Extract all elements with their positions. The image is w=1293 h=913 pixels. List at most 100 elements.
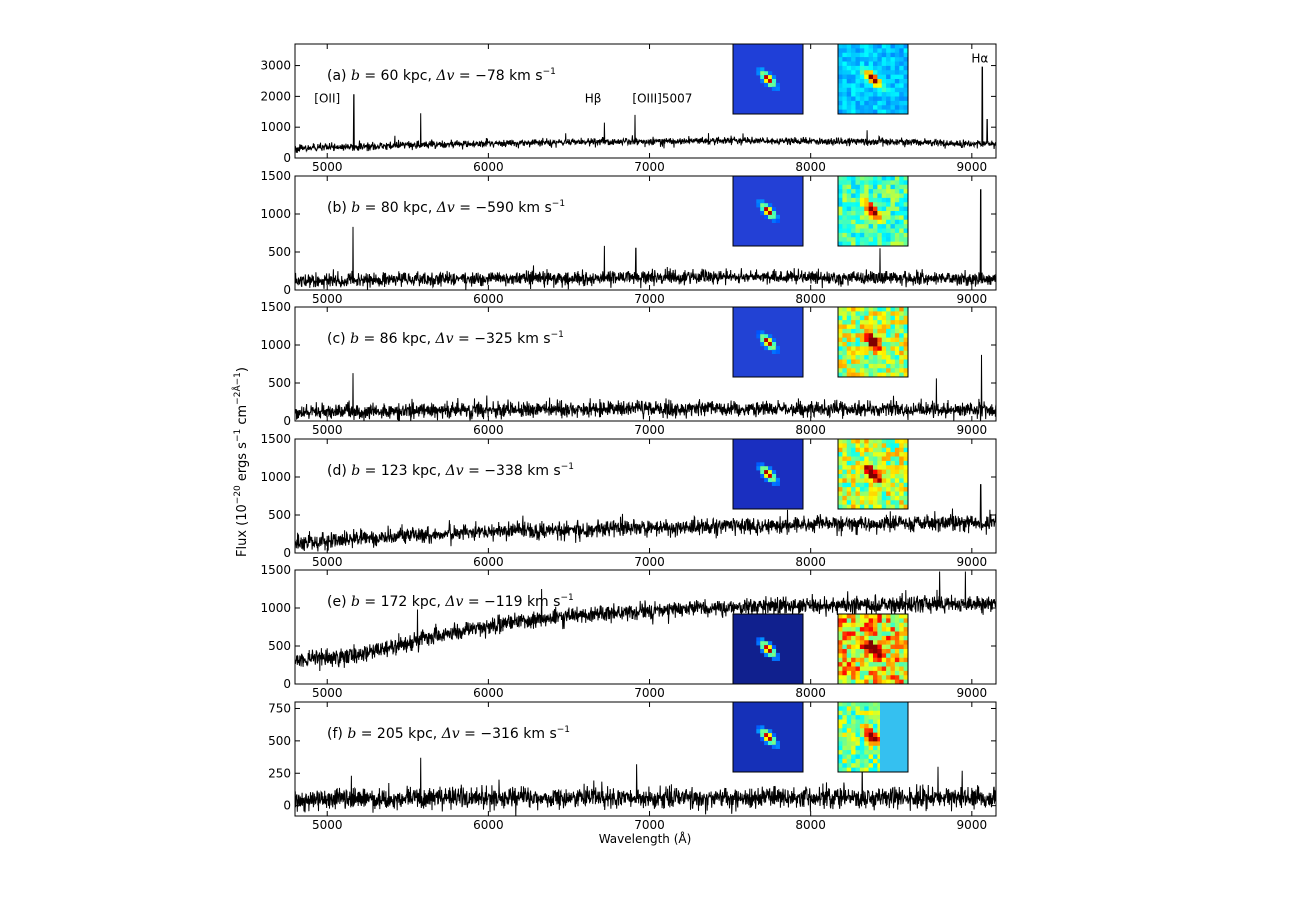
thumbnail-pixel [846, 237, 852, 242]
thumbnail-pixel [877, 232, 883, 238]
thumbnail-pixel [873, 443, 878, 449]
thumbnail-pixel [877, 737, 883, 742]
thumbnail-pixel [764, 740, 769, 746]
thumbnail-pixel [899, 189, 904, 194]
thumbnail-pixel [846, 328, 852, 334]
y-tick-label: 250 [268, 766, 291, 780]
thumbnail-pixel [855, 79, 861, 84]
thumbnail-pixel [868, 215, 874, 221]
y-tick-label: 1500 [260, 169, 291, 183]
thumbnail-pixel [851, 443, 856, 449]
thumbnail-pixel [890, 355, 896, 360]
thumbnail-pixel [894, 443, 900, 449]
thumbnail-pixel [890, 237, 896, 242]
thumbnail-pixel [842, 215, 848, 221]
x-tick-label: 6000 [473, 160, 504, 174]
thumbnail-pixel [868, 52, 874, 58]
thumbnail-pixel [873, 715, 878, 720]
thumbnail-pixel [881, 232, 887, 238]
thumbnail-pixel [846, 342, 852, 347]
thumbnail-pixel [890, 241, 896, 247]
thumbnail-pixel [894, 197, 900, 203]
thumbnail-pixel [877, 504, 883, 510]
thumbnail-pixel [855, 48, 861, 54]
y-tick-label: 1000 [260, 207, 291, 221]
thumbnail-pixel [873, 679, 878, 685]
thumbnail-pixel [877, 355, 883, 360]
thumbnail-pixel [881, 456, 887, 462]
thumbnail-pixel [859, 105, 865, 110]
thumbnail-pixel [864, 184, 869, 190]
thumbnail-pixel [881, 500, 887, 505]
thumbnail-pixel [846, 640, 852, 645]
thumbnail-pixel [877, 184, 883, 190]
thumbnail-pixel [864, 465, 869, 470]
thumbnail-pixel [890, 100, 896, 106]
thumbnail-pixel [846, 631, 852, 637]
thumbnail-pixel [859, 320, 865, 325]
thumbnail-pixel [838, 342, 843, 347]
thumbnail-pixel [886, 662, 891, 667]
thumbnail-pixel [851, 640, 856, 645]
thumbnail-pixel [881, 504, 887, 510]
thumbnail-pixel [851, 500, 856, 505]
thumbnail-pixel [877, 439, 883, 444]
thumbnail-pixel [855, 649, 861, 654]
thumbnail-pixel [894, 666, 900, 672]
thumbnail-pixel [868, 737, 874, 742]
thumbnail-pixel [855, 363, 861, 369]
thumbnail-pixel [760, 649, 765, 654]
thumbnail-pixel [868, 70, 874, 75]
thumbnail-pixel [899, 443, 904, 449]
thumbnail-pixel [864, 215, 869, 221]
thumbnail-pixel [864, 87, 869, 93]
thumbnail-pixel [842, 74, 848, 80]
panel-id: (b) [327, 200, 351, 216]
thumbnail-pixel [846, 662, 852, 667]
thumbnail-pixel [886, 180, 891, 186]
thumbnail-pixel [864, 109, 869, 115]
thumbnail-pixel [842, 702, 848, 707]
thumbnail-pixel [873, 460, 878, 466]
thumbnail-pixel [868, 61, 874, 67]
y-tick-label: 2000 [260, 89, 291, 103]
thumbnail-pixel [846, 232, 852, 238]
thumbnail-pixel [855, 474, 861, 479]
thumbnail-pixel [855, 662, 861, 667]
thumbnail-pixel [890, 662, 896, 667]
thumbnail-pixel [881, 180, 887, 186]
thumbnail-pixel [899, 79, 904, 84]
thumbnail-pixel [877, 241, 883, 247]
thumbnail-pixel [881, 311, 887, 317]
thumbnail-pixel [768, 207, 773, 212]
thumbnail-pixel [859, 644, 865, 650]
thumbnail-pixel [855, 439, 861, 444]
thumbnail-pixel [903, 202, 909, 207]
thumbnail-pixel [842, 635, 848, 641]
thumbnail-pixel [881, 474, 887, 479]
thumbnail-pixel [903, 324, 909, 330]
thumbnail-pixel [873, 758, 878, 764]
x-tick-label: 8000 [795, 686, 826, 700]
thumbnail-pixel [877, 452, 883, 457]
thumbnail-pixel [886, 65, 891, 71]
thumbnail-pixel [838, 315, 843, 321]
thumbnail-pixel [894, 44, 900, 49]
thumbnail-pixel [886, 237, 891, 242]
thumbnail-pixel [764, 203, 769, 208]
thumbnail-pixel [859, 193, 865, 199]
thumbnail-pixel [890, 627, 896, 632]
thumbnail-pixel [899, 211, 904, 216]
thumbnail-pixel [894, 92, 900, 97]
thumbnail-pixel [855, 723, 861, 729]
impact-value: = 80 kpc, [360, 200, 437, 216]
thumbnail-pixel [877, 96, 883, 102]
thumbnail-pixel [838, 359, 843, 365]
thumbnail-pixel [859, 754, 865, 760]
thumbnail-pixel [873, 180, 878, 186]
x-tick-label: 5000 [312, 160, 343, 174]
thumbnail-pixel [838, 202, 843, 207]
thumbnail-pixel [886, 232, 891, 238]
thumbnail-pixel [899, 614, 904, 619]
thumbnail-pixel [846, 83, 852, 89]
